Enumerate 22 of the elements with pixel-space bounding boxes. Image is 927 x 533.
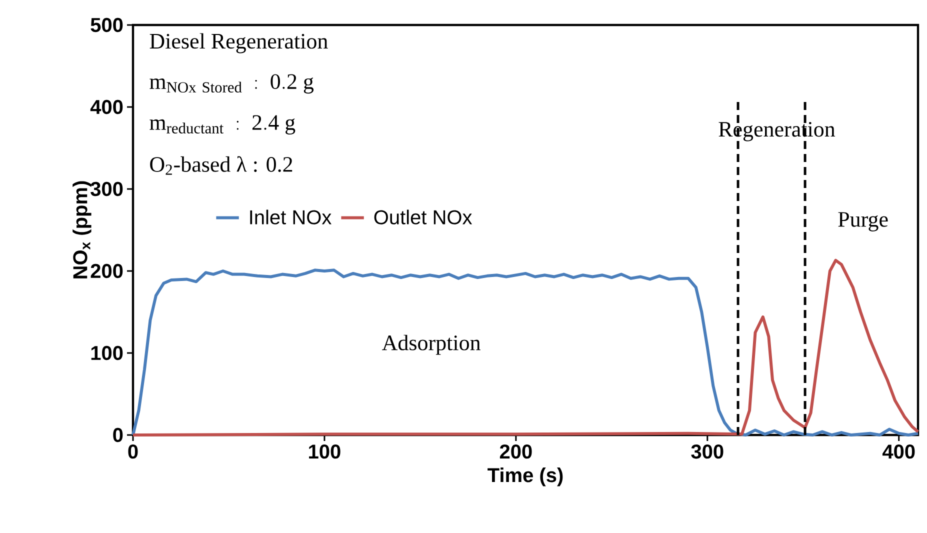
annotation: Adsorption [382, 334, 480, 355]
x-tick-label: 400 [882, 444, 915, 459]
annotation: $\mathrm{m}_{\mathrm{NOx\ Stored}}\ \ \mathrm{:\ 0.2\ g}$ [150, 74, 314, 94]
y-tick-label: 0 [113, 428, 123, 442]
x-tick-label: 100 [309, 444, 340, 459]
y-tick-label: 100 [91, 346, 123, 360]
annotation: O$_{2}$-based λ : 0.2 [150, 156, 292, 175]
annotation: Diesel Regeneration [150, 33, 328, 54]
y-tick-label: 500 [90, 18, 123, 32]
annotation: Purge [838, 212, 888, 232]
x-tick-label: 0 [128, 444, 138, 459]
y-tick-label: 300 [90, 182, 123, 196]
x-tick-label: 200 [500, 444, 532, 459]
legend-label: Inlet NOx [250, 210, 332, 224]
y-tick-label: 400 [90, 100, 123, 114]
annotation: $\mathrm{m}_{\mathrm{reductant}}\ \ \mathrm{:\ 2.4\ g}$ [150, 115, 296, 135]
legend-label: Outlet NOx [374, 210, 472, 224]
x-axis-title: Time (s) [488, 468, 563, 486]
text: NO$_{x}$ (ppm) [72, 181, 92, 278]
y-tick-label: 200 [90, 264, 123, 278]
x-tick-label: 300 [691, 444, 724, 459]
annotation: Regeneration [718, 122, 836, 142]
